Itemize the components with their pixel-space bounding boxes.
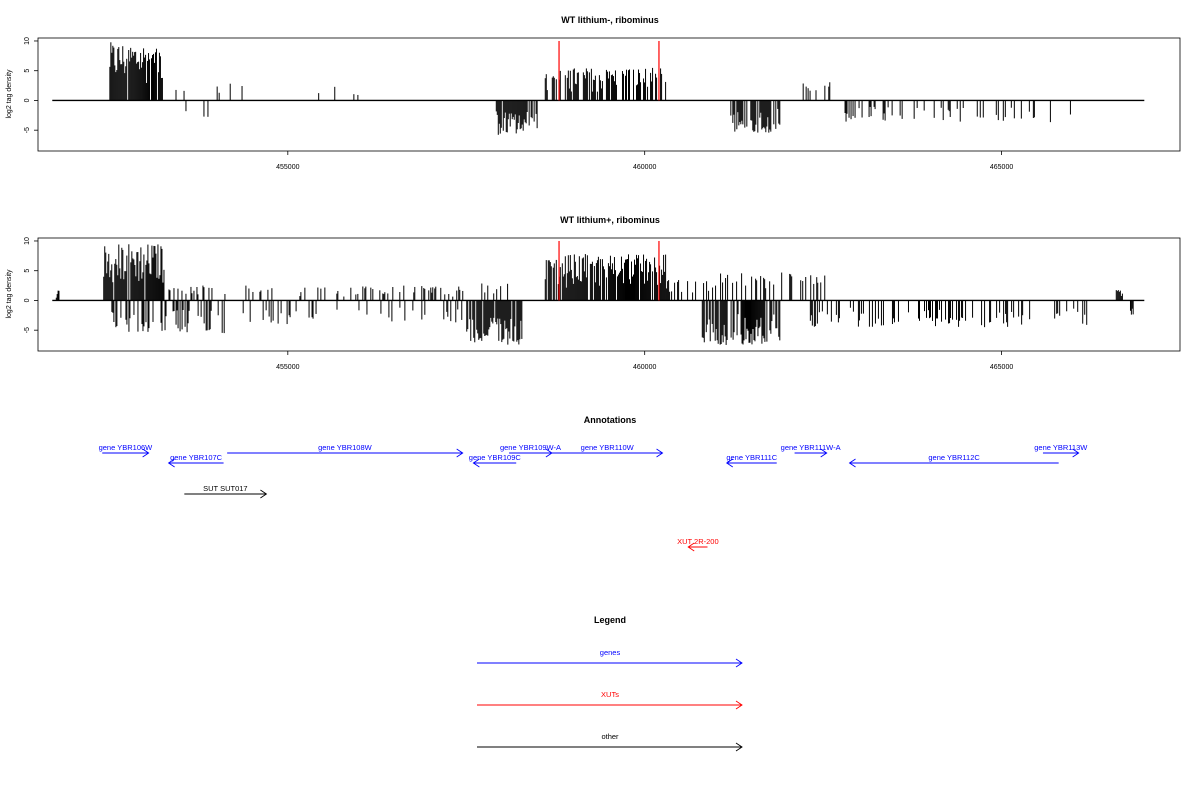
x-tick-label: 455000 — [276, 364, 299, 371]
arrow-head-icon — [735, 658, 743, 668]
annotation-feature: gene YBR107C — [167, 453, 224, 468]
arrow-head-icon — [687, 542, 695, 552]
y-tick-label: 0 — [24, 98, 31, 102]
feature-label: SUT SUT017 — [203, 484, 247, 493]
feature-label: gene YBR107C — [170, 453, 223, 462]
arrow-head-icon — [456, 448, 464, 458]
feature-label: gene YBR112C — [928, 453, 980, 462]
annotation-feature: gene YBR113W — [1034, 443, 1088, 458]
feature-label: gene YBR113W — [1034, 443, 1088, 452]
feature-label: gene YBR109W-A — [500, 443, 561, 452]
feature-label: gene YBR110W — [581, 443, 635, 452]
x-tick-label: 465000 — [990, 164, 1013, 171]
feature-label: gene YBR109C — [469, 453, 522, 462]
x-tick-label: 460000 — [633, 364, 656, 371]
annotation-feature: SUT SUT017 — [184, 484, 268, 499]
annotation-feature: gene YBR111W-A — [781, 443, 841, 458]
y-axis: -5 0 5 10 — [24, 37, 38, 133]
legend-label: genes — [600, 648, 621, 657]
y-axis-label: log2 tag density — [6, 269, 13, 319]
y-axis-label: log2 tag density — [6, 69, 13, 119]
y-tick-label: 10 — [24, 37, 31, 45]
legend-section: Legend genes XUTs other — [477, 615, 743, 752]
feature-label: gene YBR108W — [318, 443, 373, 452]
panel-title: WT lithium-, ribominus — [561, 15, 659, 25]
arrow-head-icon — [820, 448, 828, 458]
density-bars — [109, 42, 1071, 135]
feature-label: gene YBR111C — [726, 453, 777, 462]
feature-label: gene YBR106W — [99, 443, 154, 452]
boundary-markers — [558, 40, 660, 101]
plot-frame — [37, 237, 1181, 352]
arrow-head-icon — [472, 458, 480, 468]
x-axis: 455000 460000 465000 — [276, 351, 1013, 371]
y-tick-label: -5 — [24, 327, 31, 333]
annotation-feature: gene YBR112C — [848, 453, 1059, 468]
annotation-feature: gene YBR109C — [469, 453, 522, 468]
x-axis: 455000 460000 465000 — [276, 151, 1013, 171]
track-panel-lithium-minus: WT lithium-, ribominus log2 tag density … — [6, 15, 1181, 171]
legend-label: other — [601, 732, 619, 741]
x-tick-label: 455000 — [276, 164, 299, 171]
arrow-head-icon — [167, 458, 175, 468]
x-tick-label: 460000 — [633, 164, 656, 171]
panel-title: WT lithium+, ribominus — [560, 215, 660, 225]
arrow-head-icon — [260, 489, 268, 499]
annotations-title: Annotations — [584, 415, 637, 425]
arrow-head-icon — [656, 448, 664, 458]
feature-label: XUT 2R-200 — [677, 537, 719, 546]
y-tick-label: 5 — [24, 69, 31, 73]
y-axis: -5 0 5 10 — [24, 237, 38, 333]
arrow-head-icon — [1072, 448, 1080, 458]
arrow-head-icon — [735, 700, 743, 710]
legend-title: Legend — [594, 615, 626, 625]
track-panel-lithium-plus: WT lithium+, ribominus log2 tag density … — [6, 215, 1181, 371]
y-tick-label: -5 — [24, 127, 31, 133]
legend-entry: other — [477, 732, 743, 752]
feature-label: gene YBR111W-A — [781, 443, 841, 452]
y-tick-label: 10 — [24, 237, 31, 245]
annotation-feature: XUT 2R-200 — [677, 537, 719, 552]
arrow-head-icon — [848, 458, 856, 468]
annotation-features: gene YBR106W gene YBR107C gene YBR108W gene… — [99, 443, 1088, 552]
annotation-feature: gene YBR108W — [227, 443, 464, 458]
y-tick-label: 5 — [24, 269, 31, 273]
annotation-feature: gene YBR106W — [99, 443, 154, 458]
legend-entries: genes XUTs other — [477, 648, 743, 752]
arrow-head-icon — [735, 742, 743, 752]
arrow-head-icon — [725, 458, 734, 468]
y-tick-label: 0 — [24, 298, 31, 302]
annotation-feature: gene YBR110W — [551, 443, 664, 458]
legend-label: XUTs — [601, 690, 619, 699]
annotation-feature: gene YBR111C — [725, 453, 778, 468]
plot-frame — [37, 37, 1181, 152]
density-bars — [55, 244, 1134, 345]
x-tick-label: 465000 — [990, 364, 1013, 371]
legend-entry: XUTs — [477, 690, 743, 710]
arrow-head-icon — [142, 448, 150, 458]
legend-entry: genes — [477, 648, 743, 668]
boundary-markers — [558, 240, 660, 301]
